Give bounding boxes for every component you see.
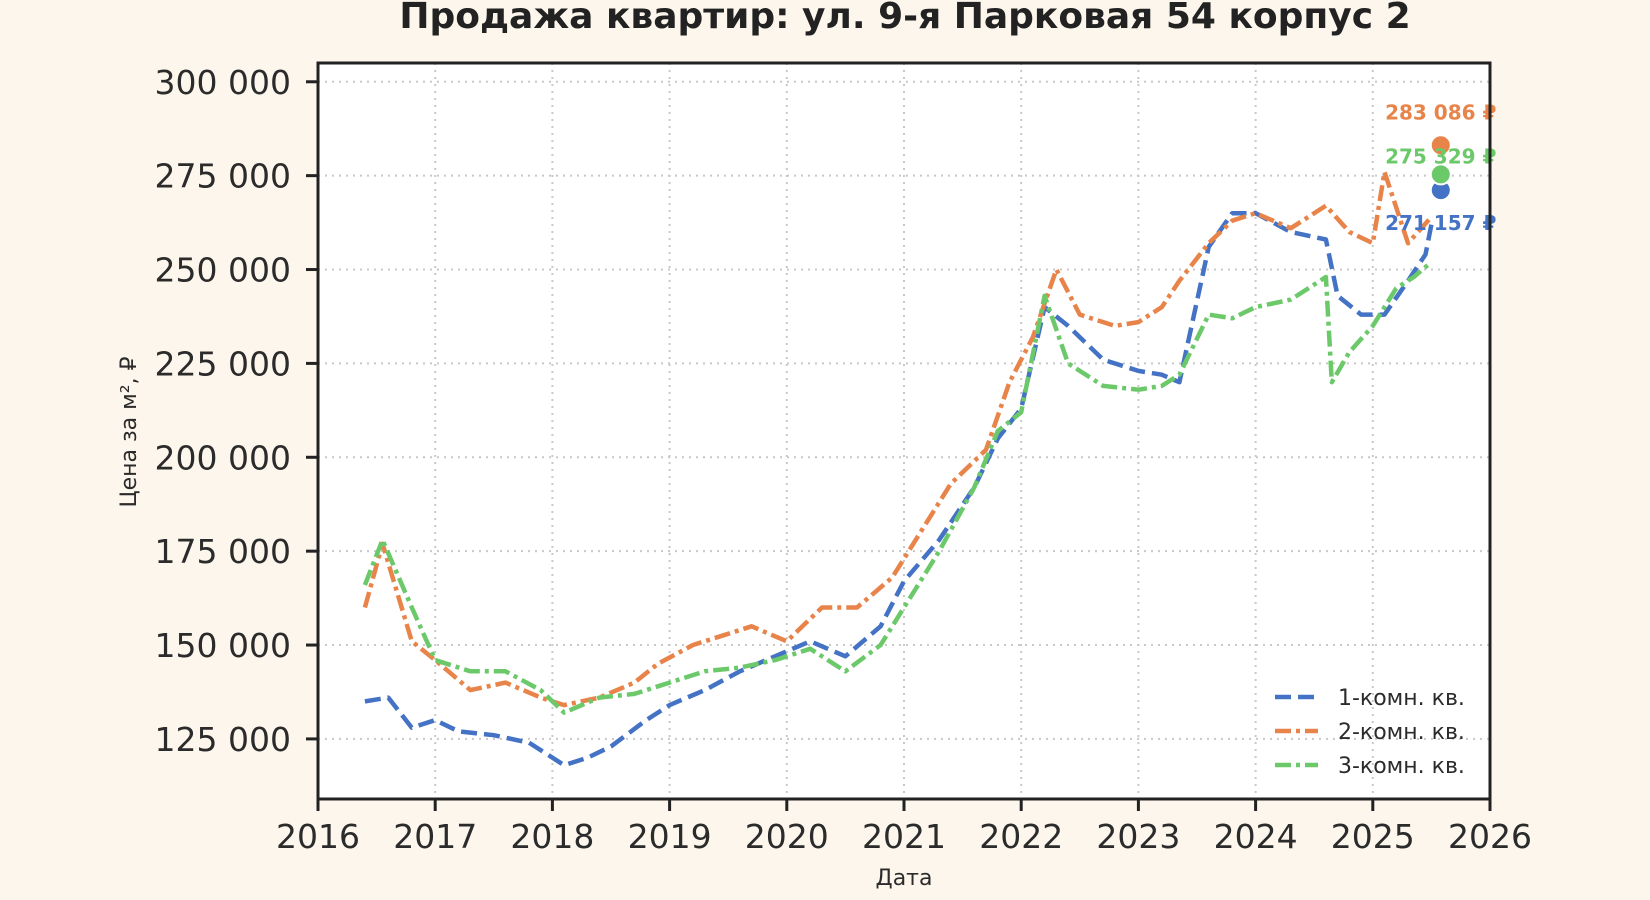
chart-title: Продажа квартир: ул. 9-я Парковая 54 кор…: [399, 0, 1410, 37]
end-point-marker: [1429, 163, 1452, 186]
y-tick-label: 300 000: [155, 63, 291, 102]
end-point-label: 271 157 ₽: [1385, 211, 1496, 235]
legend-label: 2-комн. кв.: [1338, 720, 1465, 745]
x-tick-label: 2021: [862, 817, 946, 856]
y-tick-label: 175 000: [155, 532, 291, 571]
y-tick-label: 200 000: [155, 438, 291, 477]
x-tick-label: 2025: [1331, 817, 1415, 856]
legend-label: 1-комн. кв.: [1338, 686, 1465, 711]
x-tick-label: 2016: [276, 817, 360, 856]
x-tick-label: 2026: [1448, 817, 1532, 856]
legend: 1-комн. кв. 2-комн. кв. 3-комн. кв.: [1275, 686, 1465, 779]
series-lines: [362, 169, 1434, 768]
end-point-markers: 271 157 ₽ 283 086 ₽ 275 329 ₽: [1385, 100, 1496, 235]
y-axis-label: Цена за м², ₽: [117, 356, 142, 507]
series-line-1: [364, 210, 1434, 768]
x-tick-label: 2017: [393, 817, 477, 856]
x-tick-label: 2018: [510, 817, 594, 856]
end-point-marker: [1429, 134, 1452, 157]
y-tick-label: 275 000: [155, 157, 291, 196]
end-point-label: 275 329 ₽: [1385, 144, 1496, 168]
x-axis-label: Дата: [876, 866, 933, 891]
x-tick-label: 2024: [1214, 817, 1298, 856]
x-tick-label: 2023: [1096, 817, 1180, 856]
y-tick-label: 125 000: [155, 720, 291, 759]
plot-area: [318, 63, 1490, 799]
y-tick-label: 150 000: [155, 626, 291, 665]
x-axis: 2016 2017 2018 2019 2020 2021 2022 2023 2024 2025…: [276, 799, 1532, 856]
series-line-2: [362, 169, 1434, 708]
y-axis: 125 000 150 000 175 000 200 000 225 000 250 0…: [155, 63, 318, 759]
end-point-label: 283 086 ₽: [1385, 100, 1496, 124]
y-tick-label: 225 000: [155, 344, 291, 383]
x-tick-label: 2020: [745, 817, 829, 856]
x-tick-label: 2022: [979, 817, 1063, 856]
y-tick-label: 250 000: [155, 251, 291, 290]
series-line-3: [362, 260, 1433, 715]
x-tick-label: 2019: [628, 817, 712, 856]
legend-label: 3-комн. кв.: [1338, 754, 1465, 779]
